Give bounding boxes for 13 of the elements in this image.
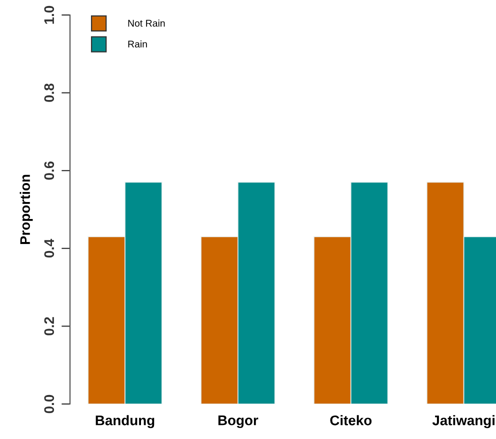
y-tick-label: 0.8 xyxy=(44,84,54,102)
y-tick-label: 1.0 xyxy=(44,6,54,24)
y-tick-label: 0.6 xyxy=(44,161,54,180)
x-tick-label: Citeko xyxy=(330,415,372,426)
x-tick-label: Bandung xyxy=(96,415,154,428)
legend-label: Rain xyxy=(128,40,147,48)
legend-label: Not Rain xyxy=(128,20,165,27)
y-tick-label: 0.4 xyxy=(44,238,54,258)
y-tick-label: 0.0 xyxy=(44,394,54,414)
x-tick-label: Bogor xyxy=(218,416,258,428)
y-tick-label: 0.2 xyxy=(44,317,54,336)
y-axis-title: Proportion xyxy=(20,174,33,244)
x-tick-label: Jatiwangi xyxy=(432,415,494,428)
